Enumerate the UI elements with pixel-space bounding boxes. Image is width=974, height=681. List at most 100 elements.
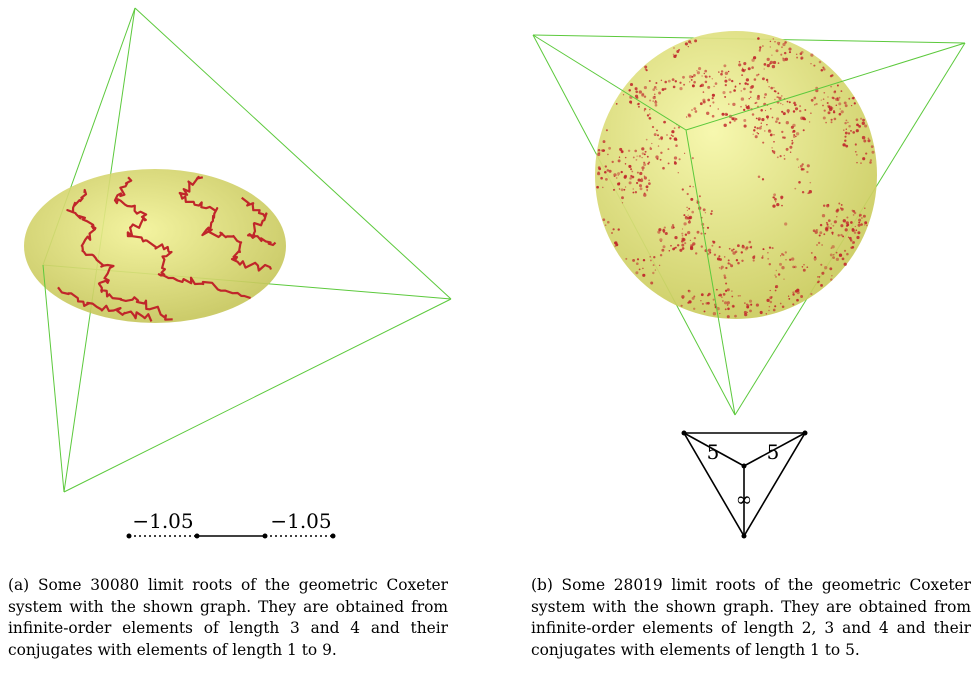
limit-root-dot (840, 233, 843, 237)
limit-root-dot (657, 145, 660, 147)
limit-root-dot (674, 54, 678, 57)
limit-root-dot (834, 220, 838, 224)
limit-root-dot (789, 145, 793, 149)
limit-root-dot (766, 63, 770, 68)
limit-root-dot (829, 253, 833, 257)
limit-root-dot (690, 245, 694, 249)
limit-root-dot (635, 158, 638, 161)
limit-root-dot (786, 100, 789, 103)
limit-root-dot (782, 57, 784, 59)
limit-root-dot (743, 310, 747, 314)
limit-root-dot (793, 133, 796, 137)
limit-root-dot (681, 295, 685, 299)
limit-root-dot (770, 108, 772, 110)
limit-root-dot (704, 69, 708, 73)
limit-root-dot (835, 97, 839, 101)
limit-root-dot (840, 110, 844, 114)
limit-root-dot (801, 266, 804, 268)
limit-root-dot (682, 75, 685, 79)
limit-root-dot (658, 91, 662, 95)
limit-root-dot (624, 186, 627, 188)
limit-root-dot (847, 132, 851, 135)
limit-root-dot (836, 84, 839, 87)
limit-root-dot (761, 256, 764, 259)
edge-label-b-right: 5 (767, 440, 780, 464)
limit-root-dot (646, 188, 648, 191)
limit-root-dot (821, 271, 825, 275)
limit-root-dot (724, 308, 727, 311)
limit-root-dot (783, 157, 786, 160)
limit-root-dot (746, 83, 749, 86)
limit-root-dot (835, 251, 838, 254)
graph-node (681, 430, 687, 436)
limit-root-dot (726, 315, 730, 319)
limit-root-dot (801, 190, 805, 194)
limit-root-dot (652, 100, 655, 102)
limit-root-dot (854, 225, 856, 228)
limit-root-dot (748, 299, 753, 303)
limit-root-dot (739, 295, 741, 297)
limit-root-dot (788, 298, 791, 300)
limit-root-dot (821, 214, 826, 218)
limit-root-dot (814, 230, 818, 234)
limit-root-dot (769, 40, 772, 43)
limit-root-dot (639, 178, 644, 183)
limit-root-dot (634, 191, 638, 194)
limit-root-dot (728, 103, 730, 105)
limit-root-dot (649, 259, 652, 262)
limit-root-dot (851, 228, 855, 232)
limit-root-dot (765, 313, 768, 315)
limit-root-dot (783, 278, 785, 280)
limit-root-dot (833, 220, 837, 224)
limit-root-dot (687, 45, 689, 48)
limit-root-dot (790, 125, 794, 129)
limit-root-dot (869, 161, 872, 164)
limit-root-dot (693, 236, 697, 240)
limit-root-dot (749, 90, 752, 94)
limit-root-dot (737, 295, 740, 297)
limit-root-dot (762, 141, 765, 144)
limit-root-dot (624, 156, 627, 159)
limit-root-dot (653, 86, 657, 89)
limit-root-dot (638, 184, 643, 188)
limit-root-dot (810, 292, 813, 296)
limit-root-dot (709, 251, 712, 254)
limit-root-dot (773, 140, 775, 143)
limit-root-dot (789, 151, 792, 154)
limit-root-dot (720, 72, 723, 76)
limit-root-dot (721, 296, 723, 299)
limit-root-dot (849, 239, 853, 242)
limit-root-dot (814, 256, 817, 259)
limit-root-dot (763, 68, 765, 70)
limit-root-dot (710, 212, 713, 215)
limit-root-dot (753, 129, 756, 132)
limit-root-dot (759, 46, 762, 49)
limit-roots-b (596, 37, 875, 319)
limit-root-dot (694, 110, 698, 113)
limit-root-dot (842, 235, 845, 238)
limit-root-dot (698, 195, 701, 198)
limit-root-dot (720, 265, 724, 269)
limit-root-dot (818, 276, 821, 278)
limit-root-dot (726, 304, 729, 306)
limit-root-dot (782, 112, 786, 116)
limit-root-dot (704, 75, 708, 79)
limit-root-dot (802, 129, 805, 132)
limit-root-dot (654, 100, 658, 104)
limit-root-dot (822, 116, 826, 120)
limit-root-dot (810, 98, 814, 102)
limit-root-dot (810, 63, 812, 65)
limit-root-dot (719, 293, 722, 297)
limit-root-dot (774, 289, 777, 292)
limit-root-dot (719, 258, 722, 261)
limit-root-dot (597, 171, 600, 174)
limit-root-dot (624, 174, 627, 178)
limit-root-dot (785, 259, 787, 261)
limit-root-dot (694, 39, 698, 43)
limit-root-dot (781, 130, 784, 134)
limit-root-dot (843, 249, 847, 252)
limit-root-dot (801, 163, 804, 166)
limit-root-dot (636, 155, 638, 157)
limit-root-dot (765, 78, 769, 82)
limit-root-dot (862, 157, 866, 161)
